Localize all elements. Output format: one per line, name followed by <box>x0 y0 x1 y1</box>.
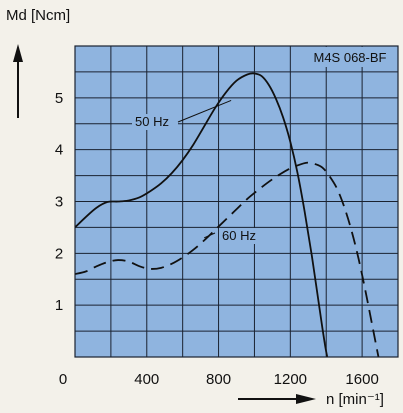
y-tick-label: 3 <box>55 194 63 211</box>
x-tick-label: 1200 <box>274 371 307 388</box>
annotation-bg <box>219 228 265 244</box>
series-lines <box>75 72 380 357</box>
model-label-box <box>302 47 397 67</box>
y-tick-label: 1 <box>55 297 63 314</box>
x-axis-label: n [min⁻¹] <box>326 391 384 408</box>
x-tick-label: 800 <box>206 371 231 388</box>
y-axis-label: Md [Ncm] <box>6 7 70 24</box>
y-tick-label: 5 <box>55 90 63 107</box>
y-tick-label: 2 <box>55 245 63 262</box>
model-label: M4S 068-BF <box>314 50 387 65</box>
y-axis-arrow-head <box>13 44 23 62</box>
series-annotation: 50 Hz <box>135 114 169 129</box>
annotation-bg <box>132 114 178 130</box>
x-axis-arrow-head <box>296 394 316 404</box>
annotations: 50 Hz 60 Hz <box>132 99 265 244</box>
plot-frame <box>74 45 399 358</box>
series-line-50-hz <box>75 72 329 357</box>
annotation-leader <box>203 232 216 239</box>
tick-labels: 0 400 800 1200 1600 1 2 3 4 5 <box>55 90 379 388</box>
x-tick-label: 400 <box>134 371 159 388</box>
x-tick-label: 1600 <box>345 371 378 388</box>
y-tick-label: 4 <box>55 142 63 159</box>
x-tick-label: 0 <box>59 371 67 388</box>
series-line-60-hz <box>75 161 380 357</box>
annotation-leader <box>177 99 232 123</box>
series-annotation: 60 Hz <box>222 228 256 243</box>
